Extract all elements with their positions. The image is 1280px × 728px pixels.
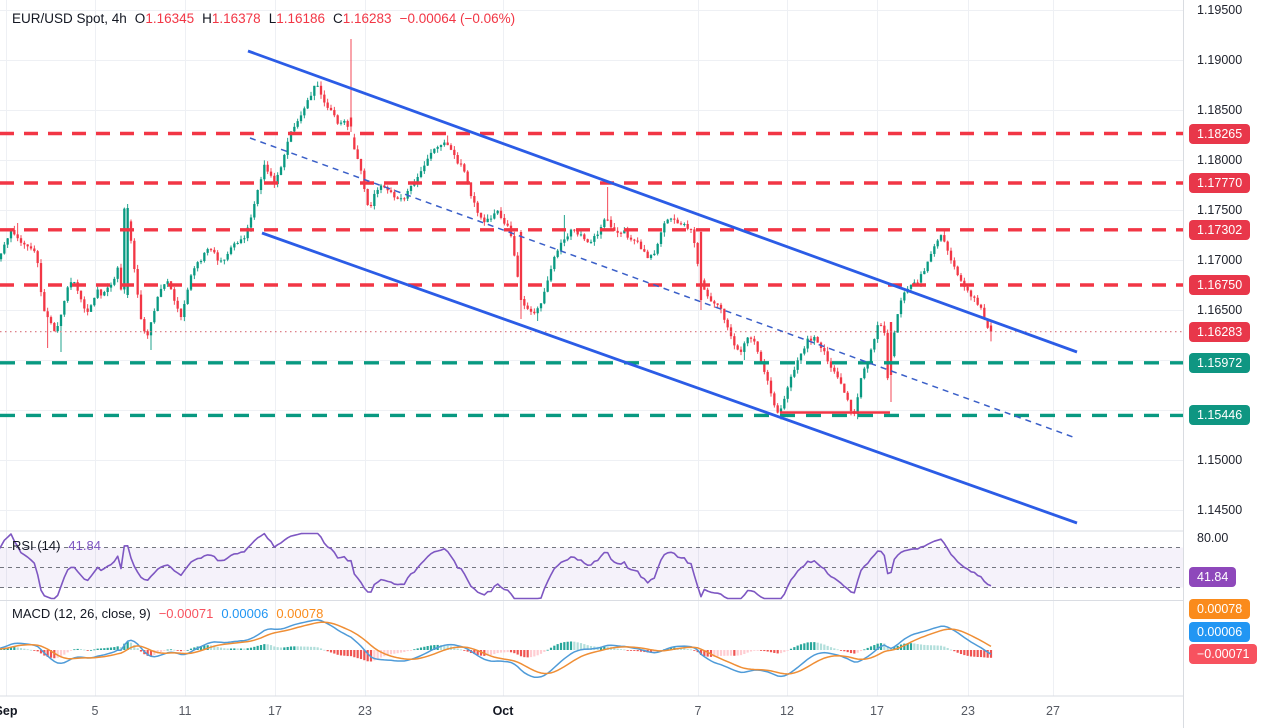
time-label: 17: [268, 704, 282, 718]
rsi-scale-label: 80.00: [1197, 531, 1229, 545]
price-label: 1.18500: [1197, 103, 1243, 117]
price-label: 1.17000: [1197, 253, 1243, 267]
last-price-badge: 1.16283: [1189, 321, 1251, 342]
rsi-pane: [0, 532, 1183, 600]
time-axis[interactable]: Sep 5 11 17 23 Oct 7 12 17 23 27: [0, 697, 1183, 728]
macd-value-badge: 0.00006: [1189, 621, 1251, 642]
price-levels: [0, 49, 1183, 525]
channel-upper-line: [247, 49, 1078, 354]
gridlines: [0, 0, 1183, 696]
price-label: 1.14500: [1197, 503, 1243, 517]
macd-value-badge: 0.00078: [1189, 599, 1251, 619]
resistance-badge: 1.16750: [1189, 275, 1251, 295]
support-badge: 1.15972: [1189, 352, 1251, 373]
resistance-badge: 1.17302: [1189, 219, 1251, 240]
price-label: 1.19500: [1197, 3, 1243, 17]
macd-signal-line: [0, 621, 992, 675]
macd-line: [0, 619, 992, 679]
price-label: 1.19000: [1197, 53, 1243, 67]
channel-lower-line: [261, 231, 1078, 525]
time-label: 12: [780, 704, 794, 718]
chart-canvas[interactable]: [0, 0, 1183, 728]
time-label: 11: [178, 704, 192, 718]
macd-value-badge: −0.00071: [1189, 644, 1258, 664]
time-label: 5: [91, 704, 99, 718]
time-label: 23: [961, 704, 975, 718]
rsi-line: [0, 532, 992, 600]
time-label: Sep: [0, 704, 18, 718]
price-label: 1.15000: [1197, 453, 1243, 467]
macd-pane: [0, 619, 993, 679]
resistance-badge: 1.17770: [1189, 173, 1251, 193]
rsi-value-badge: 41.84: [1189, 567, 1237, 587]
time-label: 7: [694, 704, 702, 718]
time-label: Oct: [492, 704, 514, 718]
support-badge: 1.15446: [1189, 405, 1251, 426]
price-label: 1.16500: [1197, 303, 1243, 317]
time-label: 27: [1046, 704, 1060, 718]
price-axis[interactable]: 1.19500 1.19000 1.18500 1.18000 1.17500 1.170…: [1183, 0, 1280, 728]
price-label: 1.17500: [1197, 203, 1243, 217]
time-label: 17: [870, 704, 884, 718]
channel-mid-line: [249, 137, 1074, 438]
resistance-badge: 1.18265: [1189, 123, 1251, 144]
price-label: 1.18000: [1197, 153, 1243, 167]
time-label: 23: [358, 704, 372, 718]
